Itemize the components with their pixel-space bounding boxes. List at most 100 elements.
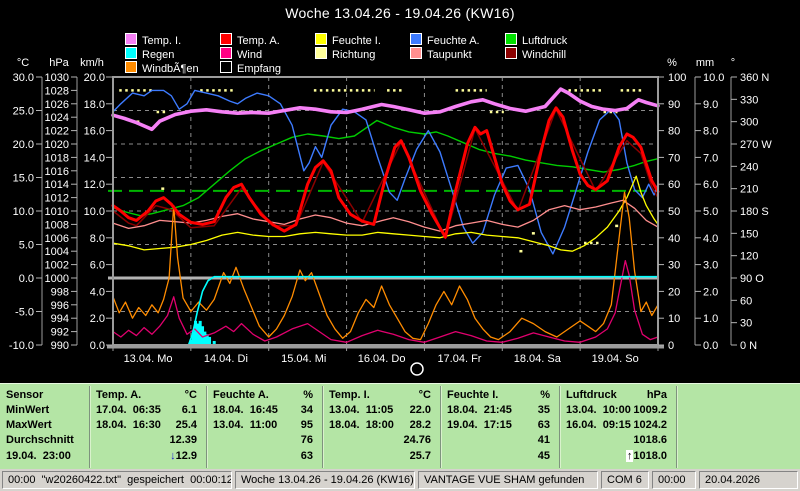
axis-label-temp: -10.0 (9, 340, 34, 352)
day-label: 17.04. Fr (437, 353, 481, 365)
axis-label-rain: 4.0 (703, 233, 718, 245)
table-col-header: Luftdruck (566, 389, 617, 401)
day-label: 13.04. Mo (124, 353, 173, 365)
sensor-summary-table: Sensor MinWert MaxWert Durchschnitt 19.04. 2… (0, 383, 800, 470)
legend-label: Regen (142, 49, 175, 61)
rain-bar (194, 320, 198, 345)
axis-label-direction: 60 (740, 295, 752, 307)
legend-item-1[interactable]: Temp. I. (125, 31, 182, 47)
table-min-time: 17.04. 06:35 (96, 404, 161, 416)
legend-item-12[interactable]: Empfang (220, 59, 282, 75)
axis-label-pressure: 1022 (45, 126, 69, 138)
table-separator (322, 386, 324, 468)
axis-label-pressure: 1018 (45, 152, 69, 164)
axis-label-humidity: 0 (668, 340, 674, 352)
legend-item-4[interactable]: Feuchte A. (410, 31, 480, 47)
table-col-unit: hPa (646, 389, 667, 401)
page-title: Woche 13.04.26 - 19.04.26 (KW16) (285, 5, 515, 21)
axis-label-direction: 240 (740, 161, 758, 173)
legend-label: Wind (237, 49, 263, 61)
axis-label-humidity: 10 (668, 313, 680, 325)
axis-unit-rain: mm (696, 57, 714, 69)
table-avg-value: 24.76 (403, 434, 431, 446)
legend-swatch-icon (220, 47, 232, 59)
axis-label-rain: 8.0 (703, 126, 718, 138)
table-row-label: MaxWert (6, 419, 52, 431)
moon-phase-icon (410, 362, 424, 376)
axis-label-rain: 7.0 (703, 152, 718, 164)
table-min-value: 22.0 (409, 404, 431, 416)
axis-label-wind: 8.0 (90, 233, 105, 245)
legend-swatch-icon (410, 33, 422, 45)
table-col-header: Temp. I. (329, 389, 370, 401)
table-separator (676, 386, 678, 468)
legend-item-8[interactable]: Richtung (315, 45, 375, 61)
axis-label-temp: -5.0 (15, 307, 34, 319)
table-min-time: 18.04. 16:45 (213, 404, 278, 416)
axis-label-wind: 2.0 (90, 313, 105, 325)
legend-swatch-icon (315, 33, 327, 45)
table-separator (440, 386, 442, 468)
axis-label-wind: 10.0 (84, 206, 105, 218)
axis-label-pressure: 998 (51, 286, 69, 298)
legend-item-5[interactable]: Luftdruck (505, 31, 567, 47)
axis-label-temp: 0.0 (19, 273, 34, 285)
rain-bar (196, 323, 200, 345)
table-current-value: ↓12.9 (170, 450, 197, 462)
axis-label-pressure: 1014 (45, 179, 69, 191)
axis-label-pressure: 1020 (45, 139, 69, 151)
legend-item-2[interactable]: Temp. A. (220, 31, 280, 47)
rain-bar (208, 336, 212, 345)
status-segment-5: 00:00 (652, 471, 696, 489)
axis-label-rain: 5.0 (703, 206, 718, 218)
table-max-value: 95 (300, 419, 313, 431)
series-Wind (112, 259, 659, 343)
chart-legend: Temp. I. Temp. A. Feuchte I. Feuchte A. Luft… (0, 0, 800, 76)
axis-label-humidity: 20 (668, 286, 680, 298)
weather-chart-plot[interactable]: 30.025.020.015.010.05.00.0-5.0-10.0°C103… (0, 0, 800, 383)
axis-label-wind: 12.0 (84, 179, 105, 191)
axis-label-humidity: 30 (668, 260, 680, 272)
table-min-value: 6.1 (181, 404, 197, 416)
legend-item-10[interactable]: Windchill (505, 45, 566, 61)
legend-swatch-icon (125, 61, 137, 73)
axis-label-direction: 0 N (740, 340, 757, 352)
trend-down-icon: ↓ (170, 450, 176, 462)
axis-label-pressure: 1016 (45, 166, 69, 178)
series-Temp. I. (111, 87, 660, 132)
axis-label-rain: 1.0 (703, 313, 718, 325)
axis-unit-pressure: hPa (49, 57, 69, 69)
table-row-label: 19.04. 23:00 (6, 450, 71, 462)
table-min-value: 34 (300, 404, 313, 416)
day-label: 14.04. Di (204, 353, 248, 365)
legend-label: Empfang (237, 63, 282, 75)
table-separator (559, 386, 561, 468)
table-min-time: 18.04. 21:45 (447, 404, 512, 416)
legend-item-9[interactable]: Taupunkt (410, 45, 472, 61)
table-row-label: MinWert (6, 404, 50, 416)
axis-label-direction: 300 (740, 117, 758, 129)
legend-item-3[interactable]: Feuchte I. (315, 31, 381, 47)
legend-swatch-icon (125, 47, 137, 59)
day-label: 18.04. Sa (514, 353, 562, 365)
legend-item-7[interactable]: Wind (220, 45, 263, 61)
rain-bar (201, 326, 205, 345)
axis-label-wind: 16.0 (84, 126, 105, 138)
table-avg-value: 41 (537, 434, 550, 446)
axis-label-rain: 9.0 (703, 99, 718, 111)
legend-item-6[interactable]: Regen (125, 45, 175, 61)
status-segment-4: COM 6 (601, 471, 649, 489)
status-segment-1: 00:00 "w20260422.txt" gespeichert 00:00:… (2, 471, 232, 489)
table-max-value: 63 (537, 419, 550, 431)
legend-item-11[interactable]: WindbÃ¶en (125, 59, 199, 75)
axis-label-pressure: 1024 (45, 112, 69, 124)
legend-label: Temp. I. (142, 35, 182, 47)
axis-label-humidity: 40 (668, 233, 680, 245)
axis-label-temp: 30.0 (13, 72, 34, 84)
status-segment-2: Woche 13.04.26 - 19.04.26 (KW16) (235, 471, 415, 489)
axis-label-pressure: 1006 (45, 233, 69, 245)
table-avg-value: 12.39 (169, 434, 197, 446)
axis-label-direction: 270 W (740, 139, 772, 151)
legend-swatch-icon (410, 47, 422, 59)
axis-label-direction: 120 (740, 251, 758, 263)
